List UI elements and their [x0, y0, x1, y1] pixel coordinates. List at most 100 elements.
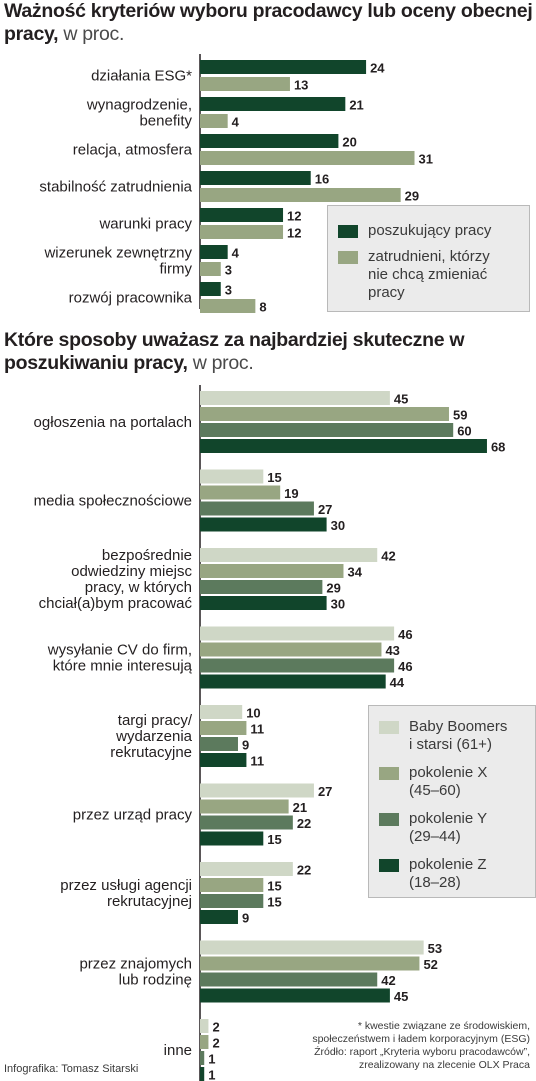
chart2-value-label: 59 [453, 408, 467, 423]
chart2-value-label: 15 [267, 470, 281, 485]
chart2-bar [200, 721, 247, 735]
chart1-value-label: 8 [259, 300, 266, 315]
chart2-category-label-line: wydarzenia [115, 728, 193, 745]
chart2-value-label: 11 [250, 722, 264, 737]
chart2-bar [200, 815, 293, 830]
chart2-category-label: ogłoszenia na portalach [34, 414, 192, 431]
chart2-bar [200, 1035, 209, 1049]
chart2-legend: Baby Boomers i starsi (61+) pokolenie X (… [368, 705, 536, 898]
chart2-category-label-line: media społecznościowe [34, 493, 192, 510]
chart2-bar [200, 862, 293, 876]
chart2-bar [200, 894, 264, 908]
chart1-bar [200, 97, 346, 111]
chart2-bar [200, 831, 264, 846]
chart2-category-label: przez urząd pracy [73, 807, 193, 824]
chart2-bar [200, 580, 323, 594]
chart1-bar [200, 262, 221, 276]
chart2-value-label: 9 [242, 738, 249, 753]
chart2-value-label: 15 [267, 832, 281, 847]
chart2-category-label-line: chciał(a)bym pracować [39, 595, 193, 612]
chart1-category-label: relacja, atmosfera [73, 142, 193, 159]
chart2-category-label: media społecznościowe [34, 493, 192, 510]
chart1-title-text: Ważność kryteriów wyboru pracodawcy lub … [4, 0, 533, 45]
chart2-value-label: 15 [267, 879, 281, 894]
chart2-value-label: 21 [293, 800, 307, 815]
legend-label: pokolenie Y (29–44) [409, 810, 488, 845]
chart1-value-label: 24 [370, 61, 385, 76]
chart1-category-label: stabilność zatrudnienia [39, 179, 192, 196]
chart2-value-label: 11 [250, 754, 264, 769]
chart2-value-label: 2 [212, 1036, 219, 1051]
legend-label: pokolenie Z (18–28) [409, 856, 487, 891]
chart1-bar [200, 208, 284, 222]
chart1-category-label: rozwój pracownika [69, 290, 193, 307]
chart2-value-label: 30 [331, 518, 345, 533]
chart1-value-label: 3 [225, 283, 232, 298]
source-note: Źródło: raport „Kryteria wyboru pracodaw… [314, 1046, 530, 1071]
chart2-category-label-line: rekrutacyjnej [107, 893, 192, 910]
chart2-value-label: 27 [318, 784, 332, 799]
chart1-category-label: wynagrodzenie, benefity [86, 97, 193, 130]
legend-label: pokolenie X (45–60) [409, 764, 488, 799]
chart2-value-label: 46 [398, 627, 412, 642]
chart2-bar [200, 439, 487, 453]
chart2-value-label: 19 [284, 486, 298, 501]
chart2-category-label: targi pracy/wydarzenia rekrutacyjne [110, 712, 193, 761]
chart1-bar [200, 60, 367, 74]
chart2-bar [200, 517, 327, 532]
chart1-bar [200, 151, 415, 165]
chart1-bar [200, 299, 256, 313]
chart1-value-label: 31 [419, 152, 433, 167]
chart2-bar [200, 485, 281, 500]
chart2-value-label: 53 [428, 941, 442, 956]
chart2-unit: w proc. [192, 352, 254, 374]
chart2-value-label: 45 [394, 989, 408, 1004]
chart1-bar [200, 188, 401, 202]
legend-label: poszukujący pracy [368, 222, 492, 239]
chart2-bar [200, 626, 395, 641]
chart1-value-label: 12 [287, 209, 301, 224]
chart2-category-label: przez znajomych lub rodzinę [79, 956, 192, 989]
chart2-category-label: bezpośrednie odwiedziny miejsc pracy, w kt… [39, 547, 193, 612]
chart1-value-label: 13 [294, 78, 308, 93]
chart2-category-label-line: wysyłanie CV do firm, [47, 642, 192, 659]
chart1-bar [200, 245, 228, 259]
chart1-value-label: 21 [349, 98, 363, 113]
chart1-bar [200, 134, 339, 148]
chart2-legend-item: Baby Boomers i starsi (61+) [379, 718, 507, 754]
chart1-category-label-line: wynagrodzenie, [86, 97, 192, 114]
chart2-bar [200, 391, 390, 405]
chart1-title: Ważność kryteriów wyboru pracodawcy lub … [4, 0, 534, 46]
chart2-bar [200, 407, 449, 421]
chart2-bar [200, 1067, 205, 1081]
chart1-legend-item: zatrudnieni, którzy nie chcą zmieniać pr… [338, 248, 490, 302]
legend-label: Baby Boomers i starsi (61+) [409, 718, 508, 753]
chart1-value-label: 12 [287, 226, 301, 241]
chart1-value-label: 29 [405, 189, 419, 204]
chart1-bar [200, 282, 221, 296]
chart2-bar [200, 878, 264, 892]
chart2-category-label-line: przez usługi agencji [60, 877, 192, 894]
chart2-bar [200, 469, 264, 484]
chart1-category-label: wizerunek zewnętrzny firmy [43, 245, 192, 278]
chart1-category-label-line: firmy [160, 261, 193, 278]
chart1-category-label-line: rozwój pracownika [69, 290, 193, 307]
chart2-value-label: 45 [394, 392, 408, 407]
chart2-bar [200, 642, 382, 657]
chart2-legend-item: pokolenie X (45–60) [379, 764, 487, 800]
chart2-value-label: 52 [423, 957, 437, 972]
chart1-category-label-line: działania ESG* [91, 68, 192, 85]
chart1-category-label: warunki pracy [98, 216, 192, 233]
chart2-value-label: 29 [326, 581, 340, 596]
chart2-category-label-line: targi pracy/ [118, 712, 193, 729]
chart2-bar [200, 564, 344, 578]
chart2-category-label-line: inne [164, 1042, 192, 1059]
chart1-bar [200, 225, 284, 239]
chart2-category-label-line: ogłoszenia na portalach [34, 414, 192, 431]
chart2-legend-item: pokolenie Y (29–44) [379, 810, 487, 846]
chart2-bar [200, 1051, 205, 1065]
chart1-legend: poszukujący pracy zatrudnieni, którzy nie… [327, 205, 530, 312]
chart2-value-label: 34 [347, 565, 362, 580]
chart2-bar [200, 956, 420, 971]
